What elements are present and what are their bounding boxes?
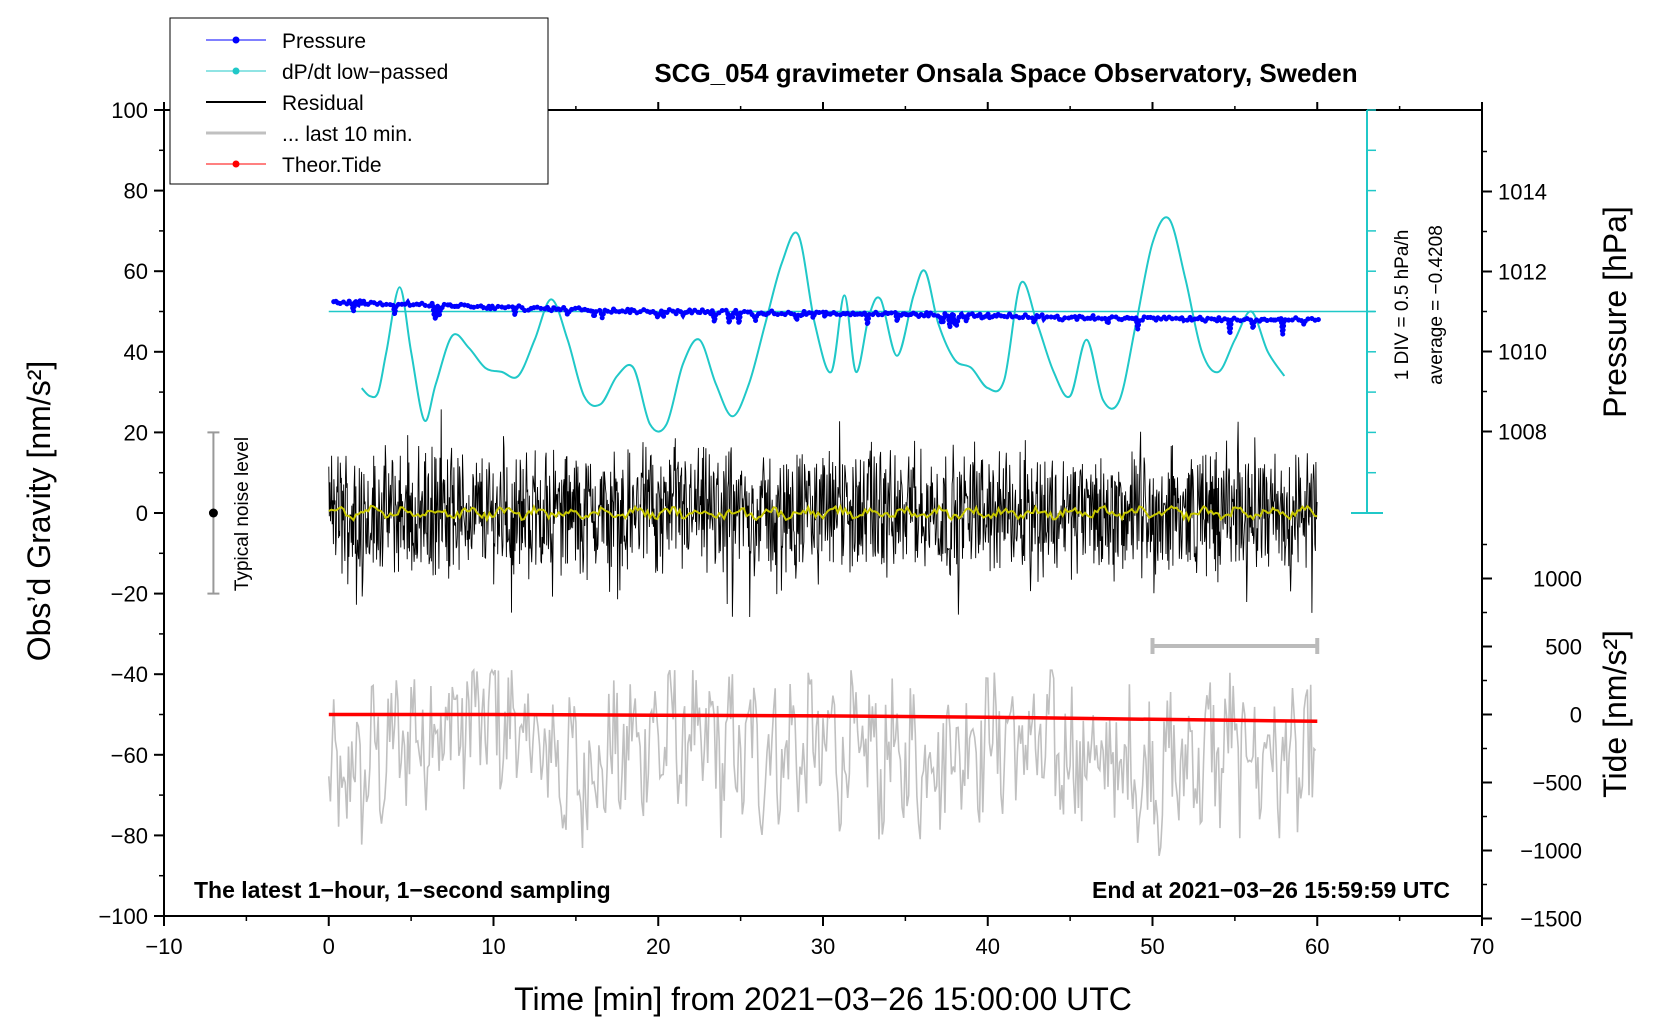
last10-series (328, 668, 1317, 857)
y-tick-label: −20 (111, 582, 148, 607)
y-tick-label: 40 (124, 340, 148, 365)
x-tick-label: 10 (481, 934, 505, 959)
y-tick-label: −40 (111, 662, 148, 687)
tide-tick-label: −500 (1532, 771, 1582, 796)
x-tick-label: 0 (323, 934, 335, 959)
tide-axis-title: Tide [nm/s²] (1597, 630, 1633, 798)
legend-pressure-dot (232, 36, 240, 44)
legend-residual: Residual (282, 92, 364, 115)
y-tick-label: 60 (124, 259, 148, 284)
end-note: End at 2021−03−26 15:59:59 UTC (1092, 877, 1450, 903)
y-tick-label: −60 (111, 743, 148, 768)
x-tick-label: 30 (811, 934, 835, 959)
y-tick-label: 20 (124, 420, 148, 445)
y-tick-label: −100 (98, 904, 148, 929)
dpdt-series (360, 216, 1286, 433)
legend-dpdt-dot (232, 67, 240, 75)
y-tick-label: 0 (136, 501, 148, 526)
pressure-axis-title: Pressure [hPa] (1597, 206, 1633, 418)
legend-last10: ... last 10 min. (282, 123, 413, 146)
residual-series (328, 409, 1318, 618)
tide-tick-label: 1000 (1533, 567, 1582, 592)
legend-pressure: Pressure (282, 30, 366, 53)
pressure-tick-label: 1010 (1498, 340, 1547, 365)
series-layer (207, 109, 1383, 857)
pressure-series (331, 291, 1323, 335)
tide-tick-label: −1500 (1520, 907, 1582, 932)
y-tick-label: 80 (124, 179, 148, 204)
chart-title: SCG_054 gravimeter Onsala Space Observat… (654, 58, 1357, 88)
axes-layer: −10 0 10 20 30 40 50 60 70−100−80−60−40−20020406… (98, 98, 1582, 959)
tide-tick-label: 0 (1570, 703, 1582, 728)
pressure-tick-label: 1014 (1498, 180, 1547, 205)
y-tick-label: −80 (111, 823, 148, 848)
div-label: 1 DIV = 0.5 hPa/h (1392, 230, 1413, 381)
noise-level-label: Typical noise level (232, 437, 253, 591)
y-axis-title: Obs’d Gravity [nm/s²] (21, 361, 57, 662)
x-tick-label: 40 (976, 934, 1000, 959)
x-axis-title: Time [min] from 2021−03−26 15:00:00 UTC (514, 981, 1132, 1017)
latest-note: The latest 1−hour, 1−second sampling (194, 877, 611, 903)
noise-bar-dot (208, 508, 218, 518)
legend: Pressure dP/dt low−passed Residual ... l… (169, 17, 549, 185)
x-tick-label: 50 (1140, 934, 1164, 959)
y-tick-label: 100 (111, 98, 148, 123)
pressure-tick-label: 1012 (1498, 260, 1547, 285)
pressure-tick-label: 1008 (1498, 420, 1547, 445)
x-tick-label: 70 (1470, 934, 1494, 959)
tide-tick-label: 500 (1545, 635, 1582, 660)
x-tick-label: 60 (1305, 934, 1329, 959)
x-tick-label: −10 (145, 934, 182, 959)
tide-tick-label: −1000 (1520, 839, 1582, 864)
legend-dpdt: dP/dt low−passed (282, 61, 448, 84)
average-label: average = −0.4208 (1426, 225, 1447, 385)
tide-series (328, 712, 1318, 724)
residual-smoothed (328, 503, 1318, 523)
x-tick-label: 20 (646, 934, 670, 959)
legend-tide: Theor.Tide (282, 154, 382, 177)
legend-tide-dot (232, 160, 240, 168)
